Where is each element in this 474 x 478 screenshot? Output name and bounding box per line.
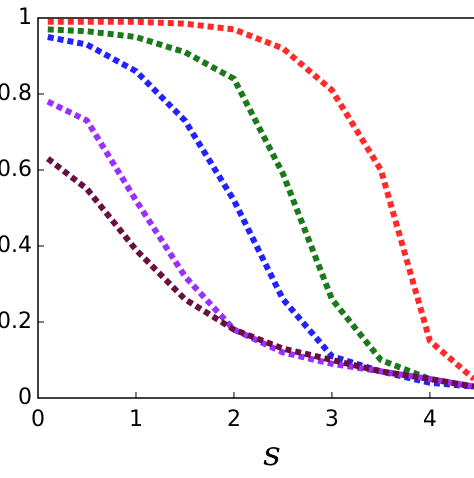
series-line bbox=[47, 34, 474, 390]
x-tick-label: 0 bbox=[31, 407, 45, 432]
series-line bbox=[45, 156, 474, 390]
y-tick-label: 0.4 bbox=[0, 233, 32, 258]
y-tick-label: 0 bbox=[18, 385, 32, 410]
plot-frame bbox=[37, 17, 474, 399]
series-line bbox=[47, 18, 474, 382]
x-tick-label: 1 bbox=[129, 407, 143, 432]
x-tick-label: 2 bbox=[227, 407, 241, 432]
y-tick-label: 0.6 bbox=[0, 157, 32, 182]
x-tick-label: 3 bbox=[325, 407, 339, 432]
series-line bbox=[47, 26, 474, 390]
y-tick-label: 1 bbox=[18, 5, 32, 30]
y-tick-label: 0.2 bbox=[0, 309, 32, 334]
x-axis-label: s bbox=[263, 434, 280, 474]
x-tick-label: 4 bbox=[423, 407, 437, 432]
series-line bbox=[46, 98, 474, 390]
y-tick-label: 0.8 bbox=[0, 81, 32, 106]
